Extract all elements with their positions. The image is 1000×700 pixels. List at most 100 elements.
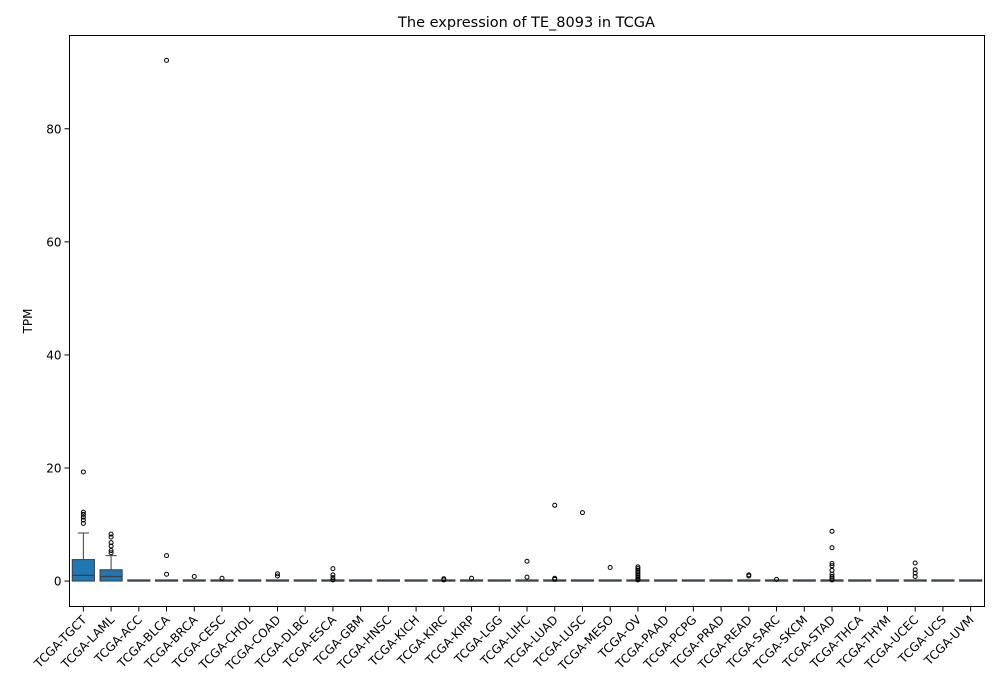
outlier-point [80,517,86,523]
box-body [99,569,123,582]
outlier-point [441,577,447,583]
y-tick-label: 80 [46,122,61,136]
box-tcga-thca [848,579,872,582]
outlier-point [912,567,918,573]
box-body [71,559,95,582]
outlier-point [552,576,558,582]
box-tcga-dlbc [293,579,317,582]
outlier-point [746,573,752,579]
outlier-point [469,575,475,581]
box-tcga-coad [265,571,290,582]
outlier-point [635,571,641,577]
y-tick-label: 20 [46,461,61,475]
outlier-point [164,57,170,63]
outlier-point [829,575,835,581]
box-tcga-tgct [71,469,95,582]
outlier-point [829,561,835,567]
outlier-point [219,575,225,581]
box-tcga-kirc [432,576,456,583]
outlier-point [330,566,336,572]
box-tcga-stad [820,528,844,583]
outlier-point [829,528,835,534]
box-tcga-chol [238,579,262,582]
box-tcga-luad [543,502,567,582]
y-tick-label: 60 [46,235,61,249]
box-tcga-ucec [903,560,927,582]
outlier-point [164,553,170,559]
outlier-point [80,469,86,475]
box-tcga-ov [626,564,650,583]
outlier-point [330,577,336,583]
box-tcga-kirp [459,575,484,582]
outlier-point [108,534,114,540]
outlier-point [579,510,585,516]
box-tcga-lusc [570,510,595,582]
outlier-point [108,543,114,549]
box-tcga-thym [875,579,900,582]
outlier-point [108,531,114,537]
box-tcga-acc [127,579,151,582]
box-tcga-blca [154,57,179,582]
box-tcga-hnsc [376,579,400,582]
outlier-point [274,571,280,577]
box-tcga-sarc [764,576,789,582]
box-tcga-lihc [515,558,539,582]
box-tcga-esca [321,566,345,583]
box-tcga-gbm [349,579,373,582]
x-axis: TCGA-TGCTTCGA-LAMLTCGA-ACCTCGA-BLCATCGA-… [31,606,977,674]
outlier-point [829,545,835,551]
outlier-point [774,576,780,582]
box-tcga-uvm [959,579,983,582]
y-tick-label: 40 [46,348,61,362]
outlier-point [108,550,114,556]
outlier-point [164,571,170,577]
outlier-point [912,570,918,576]
y-axis-label: TPM [21,309,35,335]
outlier-point [108,548,114,554]
plot-area-frame [69,35,985,607]
outlier-point [829,567,835,573]
outlier-point [274,573,280,579]
box-tcga-skcm [792,579,816,582]
outlier-point [108,540,114,546]
outlier-point [524,558,530,564]
outlier-point [635,564,641,570]
box-tcga-cesc [210,575,234,582]
box-tcga-paad [654,579,678,582]
outlier-point [829,563,835,569]
y-axis: 0 20 40 60 80 [46,122,70,589]
box-tcga-ucs [931,579,955,582]
outlier-point [912,574,918,580]
chart-title: The expression of TE_8093 in TCGA [397,15,655,31]
outlier-point [829,577,835,583]
box-tcga-brca [182,574,206,582]
y-tick-label: 0 [54,575,62,589]
outlier-point [607,564,613,570]
outlier-point [330,572,336,578]
box-tcga-pcpg [681,579,705,582]
outlier-point [80,514,86,520]
outlier-point [552,502,558,508]
outlier-point [80,509,86,515]
outlier-point [635,577,641,583]
box-tcga-laml [99,531,123,582]
box-tcga-lgg [487,579,511,582]
box-tcga-kich [404,579,428,582]
outlier-point [635,569,641,575]
outlier-point [635,574,641,580]
box-group [71,57,983,583]
box-tcga-prad [709,579,733,582]
outlier-point [80,511,86,517]
outlier-point [829,574,835,580]
box-tcga-read [737,572,761,582]
outlier-point [635,566,641,572]
outlier-point [191,574,197,580]
outlier-point [330,575,336,581]
outlier-point [635,572,641,578]
outlier-point [524,574,530,580]
outlier-point [80,520,86,526]
box-tcga-meso [598,564,622,582]
outlier-point [635,567,641,573]
outlier-point [912,560,918,566]
